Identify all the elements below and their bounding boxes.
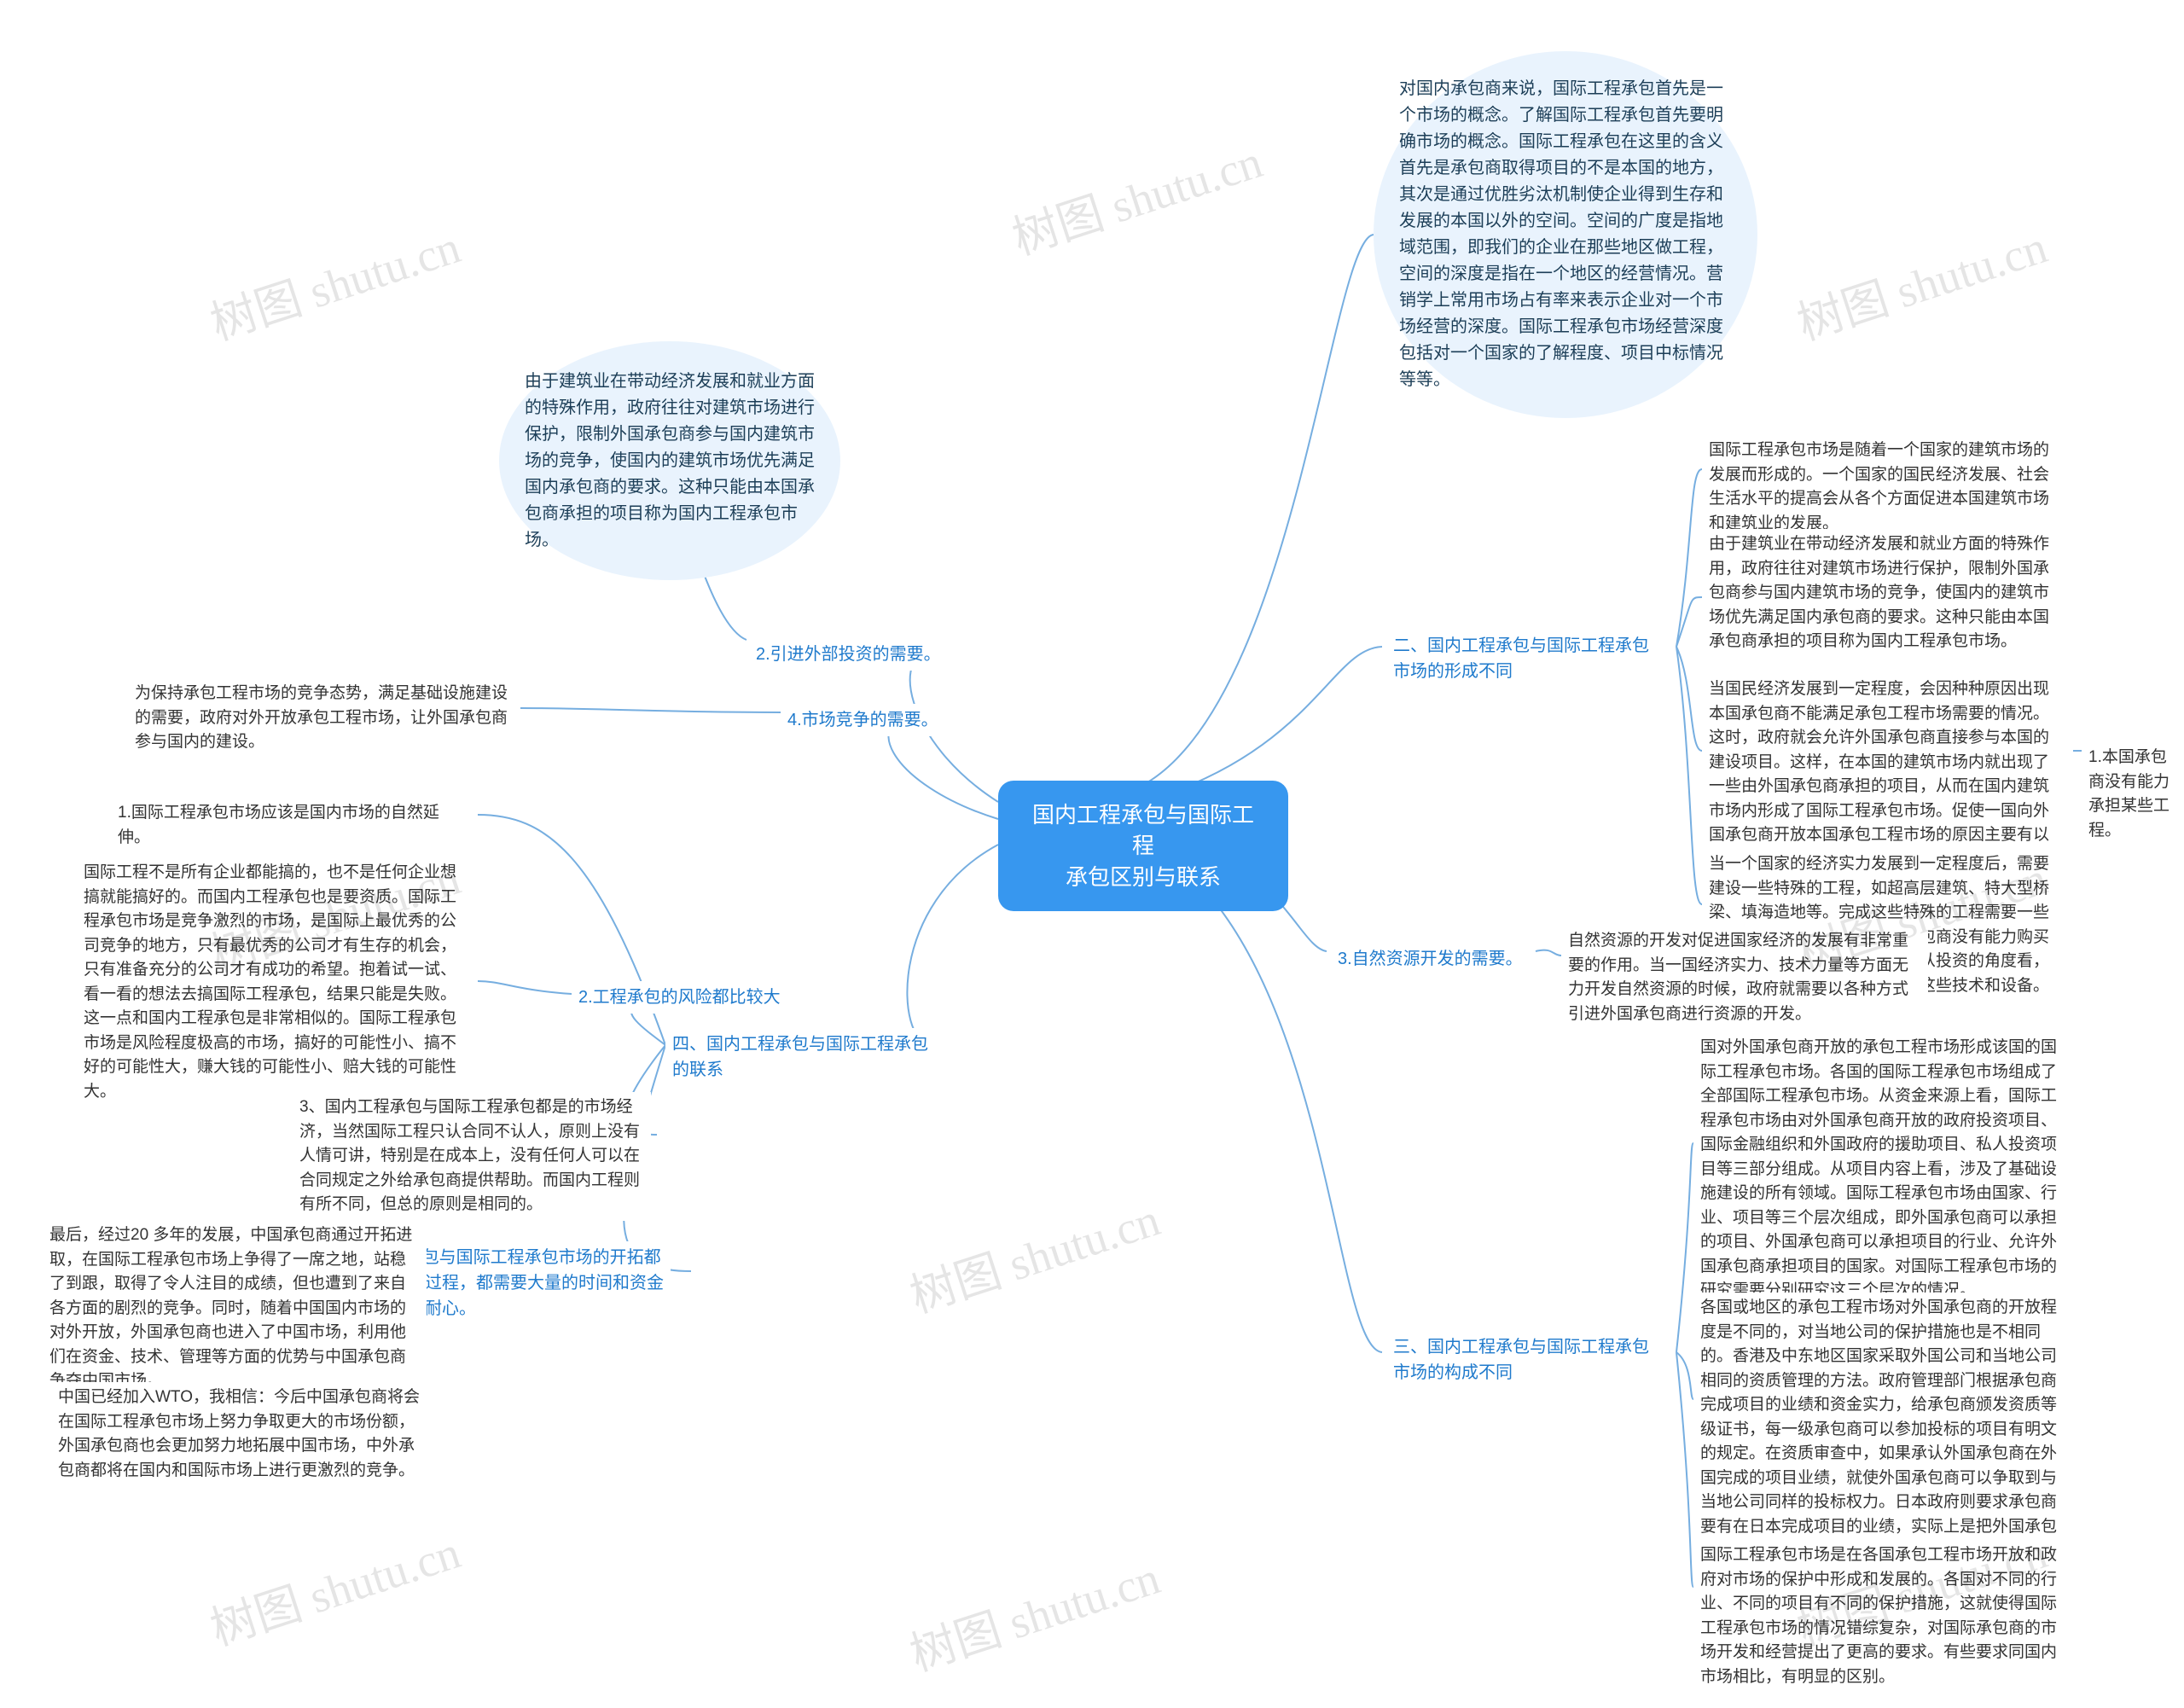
bubble-node: 对国内承包商来说，国际工程承包首先是一个市场的概念。了解国际工程承包首先要明确市… <box>1374 51 1757 418</box>
watermark: 树图 shutu.cn <box>900 1182 1167 1326</box>
leaf-node: 国际工程承包市场是随着一个国家的建筑市场的发展而形成的。一个国家的国民经济发展、… <box>1702 435 2069 539</box>
watermark: 树图 shutu.cn <box>200 1514 468 1659</box>
watermark: 树图 shutu.cn <box>900 1540 1167 1684</box>
branch-node: 三、国内工程承包与国际工程承包市场的构成不同 <box>1386 1331 1656 1389</box>
branch-node: 4.市场竞争的需要。 <box>781 704 945 736</box>
branch-node: 二、国内工程承包与国际工程承包市场的形成不同 <box>1386 630 1656 688</box>
branch-node: 2.工程承包的风险都比较大 <box>572 981 787 1014</box>
leaf-node: 为保持承包工程市场的竞争态势，满足基础设施建设的需要，政府对外开放承包工程市场，… <box>128 678 520 758</box>
leaf-node: 国际工程不是所有企业都能搞的，也不是任何企业想搞就能搞好的。而国内工程承包也是要… <box>77 857 478 1107</box>
branch-node: 3.自然资源开发的需要。 <box>1331 943 1530 975</box>
watermark: 树图 shutu.cn <box>1787 209 2054 353</box>
leaf-node: 自然资源的开发对促进国家经济的发展有非常重要的作用。当一国经济实力、技术力量等方… <box>1561 926 1928 1030</box>
leaf-node: 中国已经加入WTO，我相信：今后中国承包商将会在国际工程承包市场上努力争取更大的… <box>51 1382 427 1486</box>
leaf-node: 最后，经过20 多年的发展，中国承包商通过开拓进取，在国际工程承包市场上争得了一… <box>43 1220 427 1397</box>
branch-node: 2.引进外部投资的需要。 <box>749 638 948 671</box>
bubble-text: 对国内承包商来说，国际工程承包首先是一个市场的概念。了解国际工程承包首先要明确市… <box>1399 76 1732 393</box>
center-label: 国内工程承包与国际工程承包区别与联系 <box>1032 802 1254 890</box>
center-node: 国内工程承包与国际工程承包区别与联系 <box>998 781 1288 911</box>
leaf-node: 国际工程承包市场是在各国承包工程市场开放和政府对市场的保护中形成和发展的。各国对… <box>1693 1540 2077 1693</box>
watermark: 树图 shutu.cn <box>1002 124 1269 268</box>
bubble-node: 由于建筑业在带动经济发展和就业方面的特殊作用，政府往往对建筑市场进行保护，限制外… <box>499 341 840 580</box>
leaf-node: 各国或地区的承包工程市场对外国承包商的开放程度是不同的，对当地公司的保护措施也是… <box>1693 1293 2077 1567</box>
leaf-node: 1.国际工程承包市场应该是国内市场的自然延伸。 <box>111 798 469 853</box>
leaf-node: 国对外国承包商开放的承包工程市场形成该国的国际工程承包市场。各国的国际工程承包市… <box>1693 1032 2077 1307</box>
leaf-node: 由于建筑业在带动经济发展和就业方面的特殊作用，政府往往对建筑市场进行保护，限制外… <box>1702 529 2069 658</box>
bubble-text: 由于建筑业在带动经济发展和就业方面的特殊作用，政府往往对建筑市场进行保护，限制外… <box>525 369 815 554</box>
watermark: 树图 shutu.cn <box>200 209 468 353</box>
leaf-node: 3、国内工程承包与国际工程承包都是的市场经济，当然国际工程只认合同不认人，原则上… <box>293 1092 651 1221</box>
leaf-node: 当国民经济发展到一定程度，会因种种原因出现本国承包商不能满足承包工程市场需要的情… <box>1702 674 2069 875</box>
branch-node: 四、国内工程承包与国际工程承包的联系 <box>665 1028 935 1086</box>
leaf-node: 1.本国承包商没有能力承担某些工程。 <box>2082 742 2180 846</box>
